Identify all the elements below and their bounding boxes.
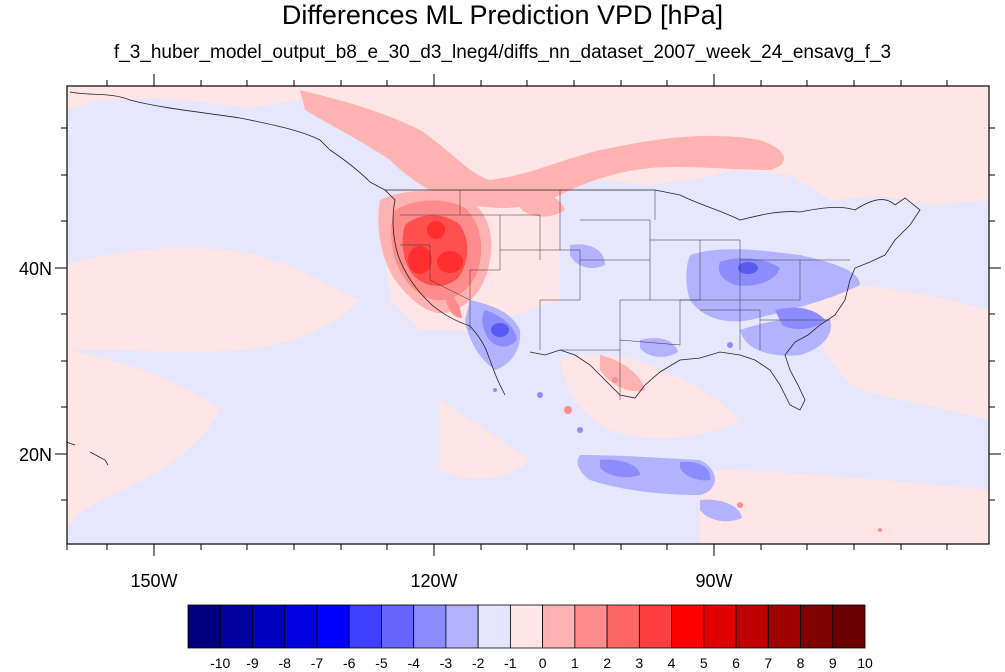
colorbar-label: -10 bbox=[210, 655, 230, 671]
state-borders bbox=[400, 190, 850, 400]
colorbar-box bbox=[671, 604, 705, 649]
colorbar-label: 6 bbox=[732, 655, 740, 671]
colorbar-label: -6 bbox=[343, 655, 356, 671]
lon-tick-150w: 150W bbox=[130, 571, 177, 591]
colorbar-box bbox=[767, 604, 801, 649]
colorbar-label: 9 bbox=[829, 655, 837, 671]
lat-tick-40n: 40N bbox=[19, 259, 52, 279]
colorbar-label: -8 bbox=[278, 655, 291, 671]
colorbar-label: 2 bbox=[603, 655, 611, 671]
negative-strong-regions bbox=[491, 262, 758, 337]
colorbar-label: 3 bbox=[635, 655, 643, 671]
colorbar-box bbox=[284, 604, 318, 649]
lat-tick-20n: 20N bbox=[19, 445, 52, 465]
colorbar-box bbox=[703, 604, 737, 649]
chart-title: Differences ML Prediction VPD [hPa] bbox=[281, 0, 724, 30]
colorbar-label: -9 bbox=[246, 655, 259, 671]
colorbar-label: 8 bbox=[797, 655, 805, 671]
colorbar bbox=[187, 604, 866, 649]
colorbar-label: 1 bbox=[571, 655, 579, 671]
colorbar-box bbox=[477, 604, 511, 649]
colorbar-label: -1 bbox=[504, 655, 517, 671]
colorbar-box bbox=[542, 604, 576, 649]
colorbar-box bbox=[219, 604, 253, 649]
positive-peak-regions bbox=[408, 221, 463, 274]
colorbar-label: 4 bbox=[668, 655, 676, 671]
colorbar-label: 7 bbox=[764, 655, 772, 671]
colorbar-label: 5 bbox=[700, 655, 708, 671]
vpd-difference-field bbox=[67, 86, 989, 544]
chart-subtitle: f_3_huber_model_output_b8_e_30_d3_lneg4/… bbox=[113, 42, 892, 63]
lon-tick-90w: 90W bbox=[695, 571, 732, 591]
colorbar-label: -2 bbox=[472, 655, 485, 671]
negative-speckles bbox=[493, 342, 733, 433]
colorbar-box bbox=[735, 604, 769, 649]
lon-tick-120w: 120W bbox=[410, 571, 457, 591]
colorbar-box bbox=[316, 604, 350, 649]
colorbar-label: -3 bbox=[440, 655, 453, 671]
colorbar-label: 0 bbox=[539, 655, 547, 671]
colorbar-label: -4 bbox=[407, 655, 420, 671]
colorbar-box bbox=[509, 604, 544, 649]
colorbar-label: -7 bbox=[311, 655, 324, 671]
colorbar-box bbox=[800, 604, 834, 649]
map-frame bbox=[66, 85, 990, 545]
axis-ticks bbox=[55, 74, 1001, 556]
colorbar-box bbox=[413, 604, 447, 649]
colorbar-box bbox=[187, 604, 221, 649]
colorbar-box bbox=[606, 604, 640, 649]
colorbar-label: 10 bbox=[857, 655, 873, 671]
colorbar-box bbox=[252, 604, 286, 649]
colorbar-box bbox=[445, 604, 479, 649]
colorbar-labels: -10 -9 -8 -7 -6 -5 -4 -3 -2 -1 0 1 2 3 4 5 6 7 8 9 10 bbox=[210, 655, 873, 671]
colorbar-box bbox=[638, 604, 672, 649]
colorbar-box bbox=[574, 604, 608, 649]
positive-speckles bbox=[564, 377, 882, 532]
colorbar-box bbox=[832, 604, 866, 649]
colorbar-box bbox=[348, 604, 382, 649]
colorbar-label: -5 bbox=[375, 655, 388, 671]
colorbar-box bbox=[381, 604, 415, 649]
